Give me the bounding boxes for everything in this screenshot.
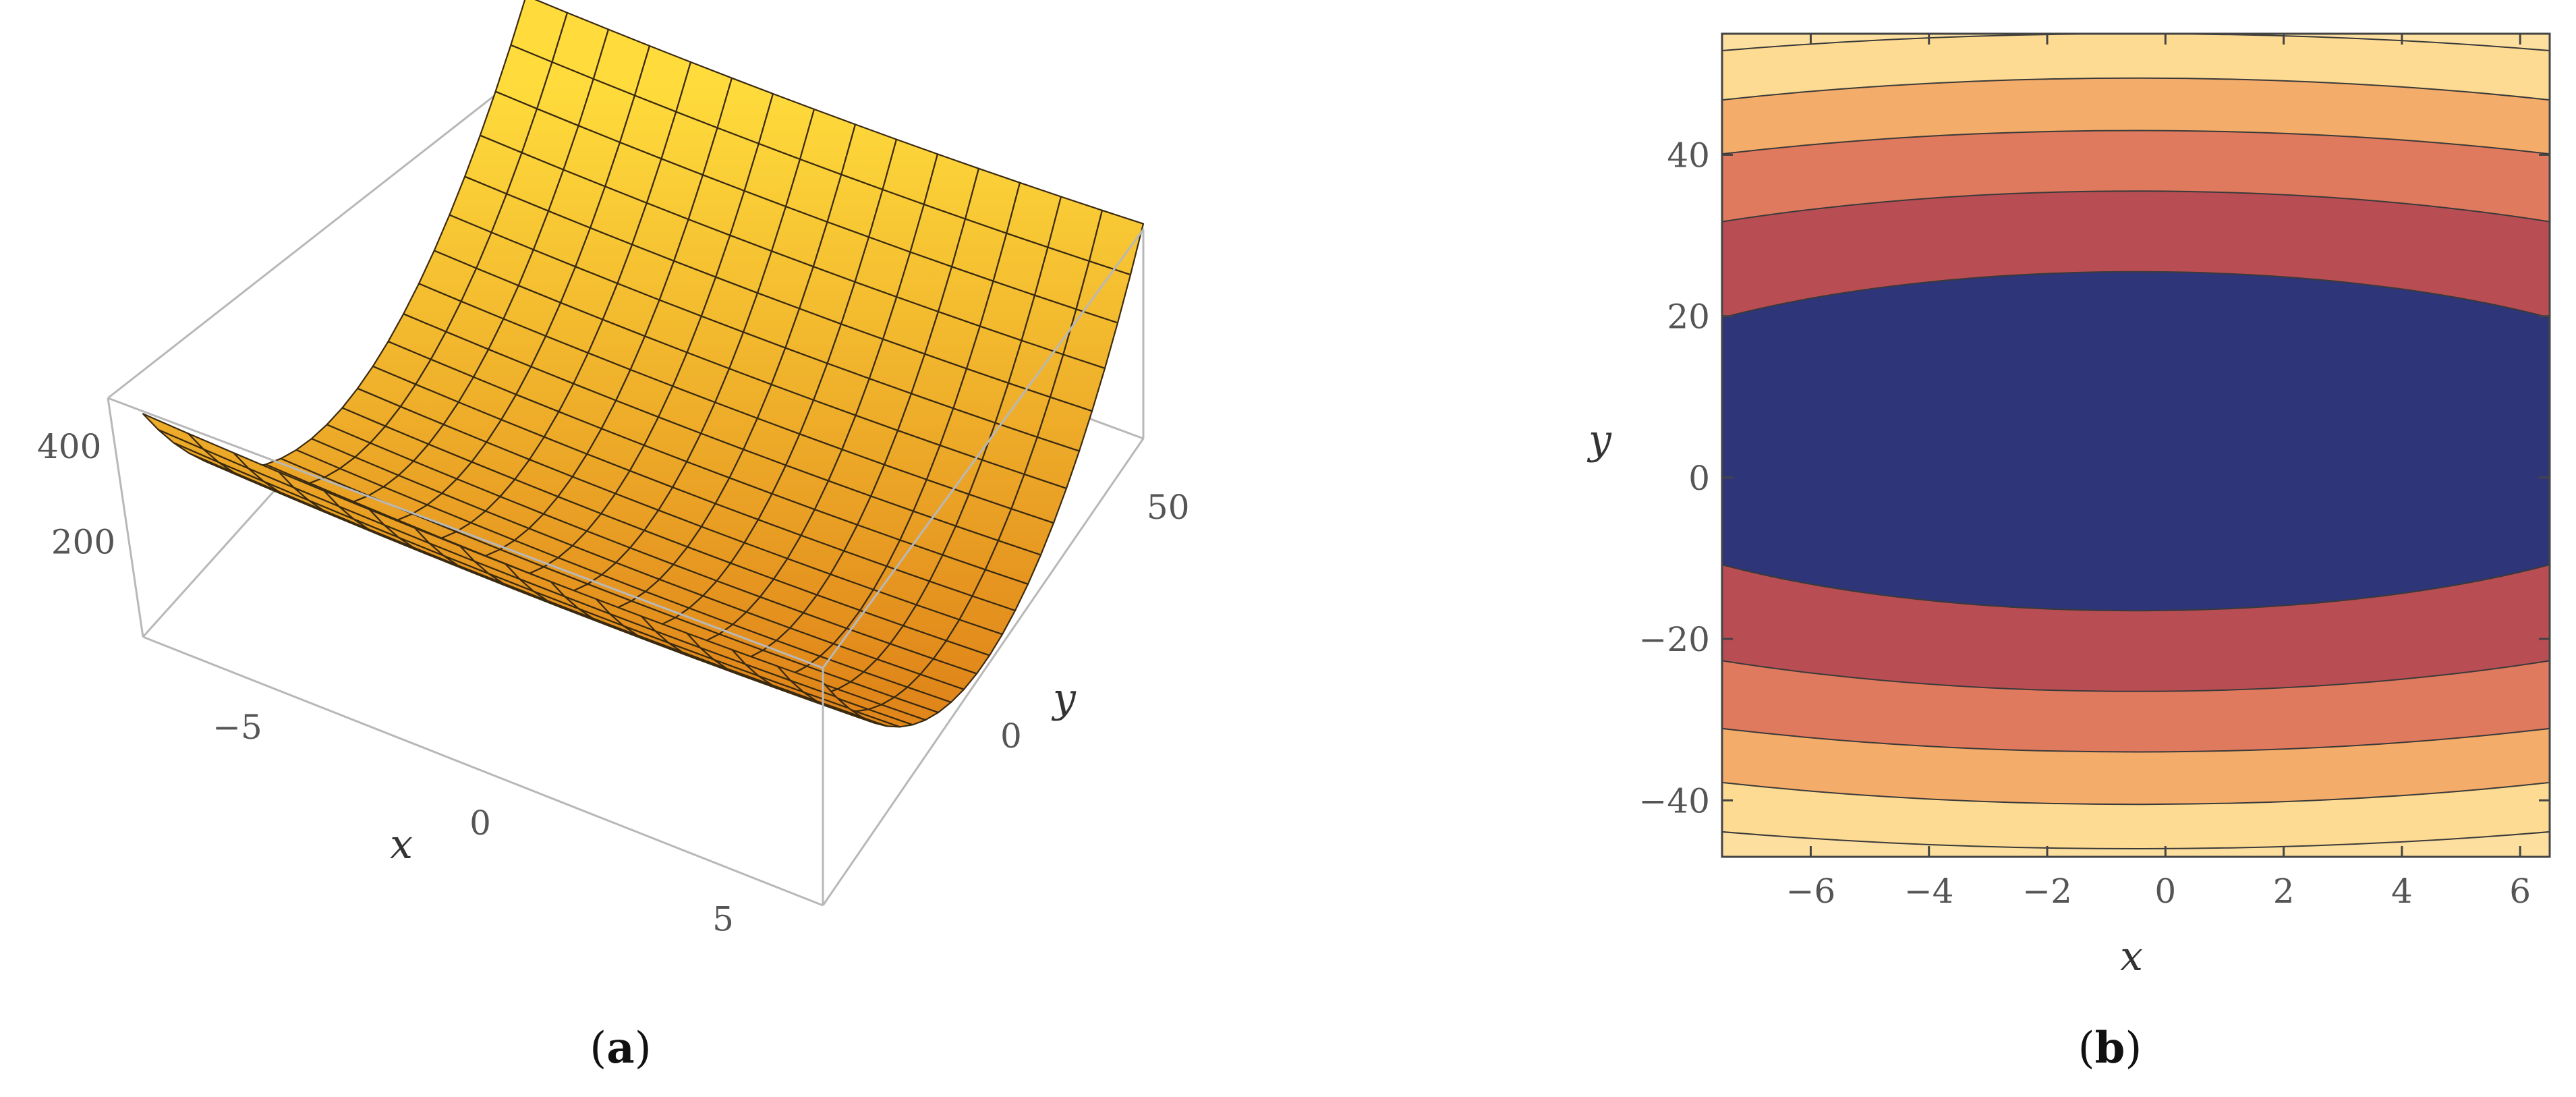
surface-x-axis-label: x (390, 821, 413, 868)
contour-x-tick-label: −2 (2022, 872, 2072, 911)
contour-frame (1721, 32, 2551, 858)
surface-patch (776, 665, 837, 698)
contour-y-tick-label: 20 (1667, 298, 1710, 337)
contour-x-tick-label: 6 (2509, 872, 2531, 911)
box-edge (107, 397, 824, 669)
surface-y-axis-label: y (1051, 675, 1077, 722)
box-edge (107, 397, 144, 638)
surface-y-tick-label: 0 (1000, 716, 1022, 756)
contour-x-axis-label: x (2120, 933, 2143, 980)
box-edge (822, 229, 1145, 669)
contour-x-tick-label: 2 (2273, 872, 2295, 911)
surface-x-tick-label: 0 (469, 804, 491, 843)
surface-z-tick-label: 400 (37, 427, 101, 466)
contour-level-region (1722, 271, 2550, 612)
contour-x-tick-label: 0 (2154, 872, 2176, 911)
box-edge (142, 636, 824, 907)
bounding-box-front (107, 229, 1145, 907)
contour-y-tick-label: 0 (1688, 459, 1710, 498)
caption-b: (b) (2078, 1023, 2142, 1073)
surface-x-tick-label: −5 (212, 708, 262, 747)
surface-y-tick-label: 50 (1147, 488, 1190, 527)
box-edge (822, 438, 1145, 906)
caption-a: (a) (590, 1023, 651, 1073)
surface-z-tick-label: 200 (51, 522, 115, 561)
contour-regions (1722, 34, 2550, 857)
contour-y-tick-label: 40 (1667, 136, 1710, 175)
contour-y-tick-label: −40 (1638, 781, 1710, 820)
contour-x-tick-label: −4 (1904, 872, 1954, 911)
contour-y-tick-label: −20 (1638, 620, 1710, 659)
surface-x-tick-label: 5 (712, 899, 734, 938)
contour-x-tick-label: −6 (1786, 872, 1836, 911)
contour-x-tick-label: 4 (2391, 872, 2413, 911)
surface-mesh (142, 0, 1145, 728)
box-edge (107, 69, 527, 399)
contour-y-axis-label: y (1586, 416, 1612, 463)
